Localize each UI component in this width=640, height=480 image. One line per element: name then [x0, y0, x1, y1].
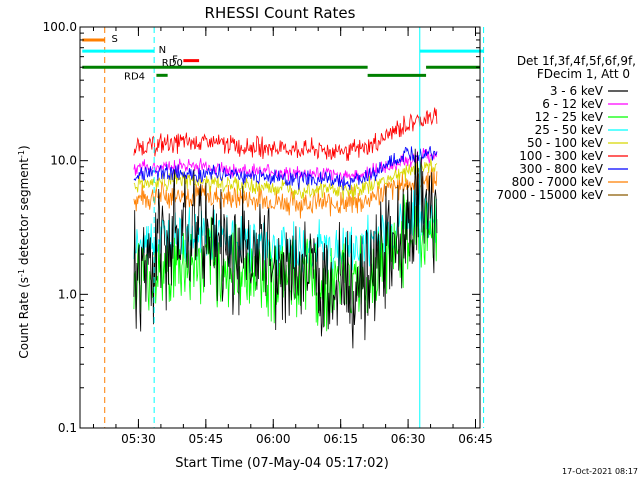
series-line-300-800keV [133, 146, 438, 191]
flag-label: RD0 [162, 58, 183, 69]
legend-label: 7000 - 15000 keV [496, 188, 603, 202]
series-line-6-12keV [133, 148, 438, 183]
x-tick-label: 06:45 [458, 432, 493, 446]
flag-label: RD4 [124, 71, 145, 82]
y-label-sup2: -1 [17, 150, 26, 158]
flag-label: S [111, 34, 117, 45]
x-tick-label: 06:15 [323, 432, 358, 446]
series-line-12-25keV [133, 194, 438, 332]
series-group [133, 107, 438, 349]
plot-frame [79, 26, 481, 429]
legend-label: 300 - 800 keV [519, 162, 603, 176]
legend-label: 3 - 6 keV [550, 84, 604, 98]
legend-label: 800 - 7000 keV [512, 175, 604, 189]
timestamp: 17-Oct-2021 08:17 [562, 467, 638, 476]
x-tick-label: 05:30 [121, 432, 156, 446]
legend-header-1: Det 1f,3f,4f,5f,6f,9f, [517, 54, 636, 68]
flag-label: N [159, 45, 166, 56]
flag-label: F [172, 55, 178, 66]
y-tick-label: 1.0 [58, 287, 77, 301]
legend-label: 12 - 25 keV [535, 110, 604, 124]
y-tick-label: 100.0 [43, 20, 77, 34]
y-label-end: ) [17, 145, 31, 150]
y-axis-label: Count Rate (s-1 detector segment-1) [17, 145, 32, 358]
legend-label: 6 - 12 keV [542, 97, 604, 111]
x-tick-label: 06:00 [256, 432, 291, 446]
y-label-sup1: -1 [17, 269, 26, 277]
legend-header-2: FDecim 1, Att 0 [537, 67, 630, 81]
series-line-100-300keV [133, 107, 438, 161]
series-line-3-6keV [133, 148, 438, 349]
legend-label: 100 - 300 keV [519, 149, 603, 163]
axes: 0.1 1.0 10.0 100.0 05:30 05:45 06:00 06:15 06:30… [43, 20, 493, 446]
y-label-mid: detector segment [17, 158, 31, 269]
legend-label: 25 - 50 keV [535, 123, 604, 137]
y-label-main: Count Rate (s [17, 277, 31, 359]
vline-group [104, 27, 485, 428]
x-tick-label: 05:45 [189, 432, 224, 446]
y-tick-label: 0.1 [58, 421, 77, 435]
legend-label: 50 - 100 keV [527, 136, 604, 150]
x-tick-label: 06:30 [391, 432, 426, 446]
x-axis-label: Start Time (07-May-04 05:17:02) [175, 456, 389, 471]
y-tick-label: 10.0 [50, 154, 77, 168]
chart-title: RHESSI Count Rates [205, 4, 356, 22]
legend: Det 1f,3f,4f,5f,6f,9f, FDecim 1, Att 0 3… [496, 54, 636, 202]
